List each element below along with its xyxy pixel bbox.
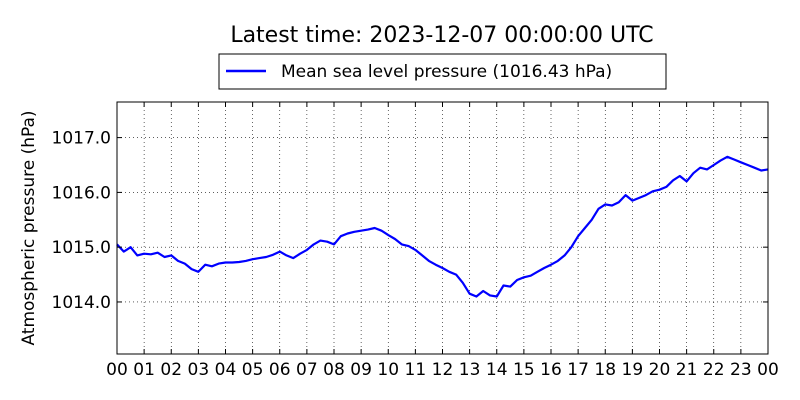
legend-box bbox=[218, 53, 667, 90]
chart-title: Latest time: 2023-12-07 00:00:00 UTC bbox=[230, 23, 653, 48]
x-tick-label: 18 bbox=[594, 360, 616, 380]
x-tick-label: 00 bbox=[106, 360, 128, 380]
x-axis-tick-labels: 00 01 02 03 04 05 06 07 08 09 10 11 12 13 14 15 16 17 18 19… bbox=[106, 360, 779, 380]
x-tick-label: 12 bbox=[432, 360, 454, 380]
x-tick-label: 19 bbox=[622, 360, 644, 380]
legend-label: Mean sea level pressure (1016.43 hPa) bbox=[281, 62, 612, 82]
tick-marks bbox=[116, 102, 769, 354]
y-tick-label: 1017.0 bbox=[52, 129, 111, 149]
plot-background bbox=[117, 102, 768, 354]
x-tick-label: 15 bbox=[513, 360, 535, 380]
x-tick-label: 11 bbox=[405, 360, 427, 380]
grid-lines bbox=[117, 102, 768, 354]
x-tick-label: 16 bbox=[540, 360, 562, 380]
x-tick-label: 17 bbox=[567, 360, 589, 380]
x-tick-label: 22 bbox=[703, 360, 725, 380]
x-tick-label: 10 bbox=[377, 360, 399, 380]
x-tick-label: 02 bbox=[160, 360, 182, 380]
legend: Mean sea level pressure (1016.43 hPa) bbox=[218, 53, 667, 90]
x-tick-label: 00 bbox=[757, 360, 779, 380]
y-axis-tick-labels: 1014.0 1015.0 1016.0 1017.0 bbox=[52, 129, 111, 313]
y-axis-label: Atmospheric pressure (hPa) bbox=[19, 110, 39, 345]
x-tick-label: 03 bbox=[188, 360, 210, 380]
x-tick-label: 05 bbox=[242, 360, 264, 380]
x-tick-label: 21 bbox=[676, 360, 698, 380]
x-tick-label: 23 bbox=[730, 360, 752, 380]
y-tick-label: 1014.0 bbox=[52, 293, 111, 313]
x-tick-label: 01 bbox=[133, 360, 155, 380]
x-tick-label: 04 bbox=[215, 360, 237, 380]
x-tick-label: 07 bbox=[296, 360, 318, 380]
x-tick-label: 08 bbox=[323, 360, 345, 380]
x-tick-label: 06 bbox=[269, 360, 291, 380]
y-tick-label: 1015.0 bbox=[52, 238, 111, 258]
x-tick-label: 20 bbox=[649, 360, 671, 380]
x-tick-label: 14 bbox=[486, 360, 508, 380]
x-tick-label: 09 bbox=[350, 360, 372, 380]
series-line-pressure bbox=[116, 155, 769, 298]
x-tick-label: 13 bbox=[459, 360, 481, 380]
y-tick-label: 1016.0 bbox=[52, 183, 111, 203]
plot-area bbox=[116, 101, 769, 355]
